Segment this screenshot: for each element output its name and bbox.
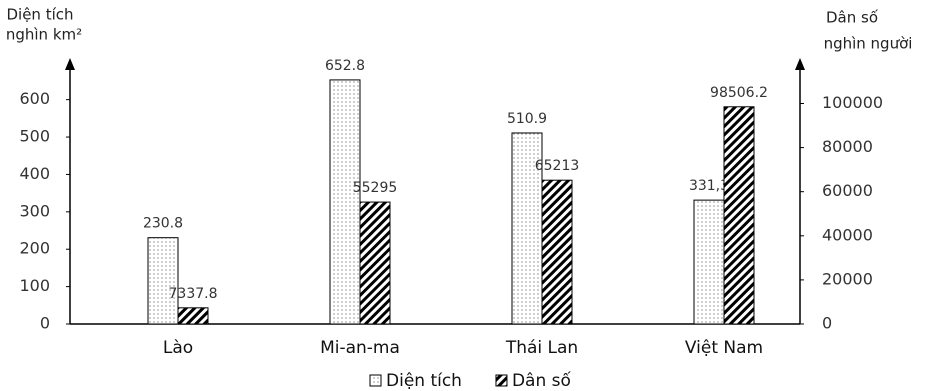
value-label: 331,3: [689, 178, 729, 194]
x-tick-label: Mi-an-ma: [320, 338, 400, 358]
value-label: 98506.2: [710, 85, 768, 101]
x-tick-label: Thái Lan: [505, 338, 578, 358]
y-tick-label: 400: [19, 164, 50, 183]
legend-swatch: [495, 374, 508, 387]
bar: [359, 201, 391, 325]
x-tick-label: Việt Nam: [685, 338, 763, 358]
value-label: 230.8: [143, 216, 183, 232]
value-label: 55295: [353, 180, 398, 196]
value-label: 652.8: [325, 58, 365, 74]
bar: [723, 106, 755, 325]
bar: [541, 179, 573, 325]
y-tick-label: 100: [19, 276, 50, 295]
y-tick-label: 500: [19, 127, 50, 146]
bar: [693, 199, 725, 325]
legend-label: Dân số: [512, 370, 572, 391]
y2-tick-label: 20000: [822, 269, 873, 288]
legend-label: Diện tích: [386, 371, 462, 391]
y-axis-title: Diện tích: [6, 6, 73, 24]
bar: [329, 79, 361, 325]
legend-swatch: [369, 374, 382, 387]
arrow: [795, 58, 805, 70]
bar: [511, 132, 543, 325]
y-tick-label: 600: [19, 89, 50, 108]
y-tick-label: 200: [19, 239, 50, 258]
y2-tick-label: 100000: [822, 93, 883, 112]
value-label: 510.9: [507, 111, 547, 127]
y2-tick-label: 0: [822, 314, 832, 333]
y-tick-label: 300: [19, 201, 50, 220]
y2-tick-label: 40000: [822, 225, 873, 244]
value-label: 7337.8: [169, 286, 218, 302]
y-axis-title: nghìn km²: [6, 26, 82, 44]
x-tick-label: Lào: [163, 338, 193, 358]
y-tick-label: 0: [40, 314, 50, 333]
bar: [147, 237, 179, 325]
value-label: 65213: [535, 158, 580, 174]
y2-tick-label: 80000: [822, 137, 873, 156]
y2-tick-label: 60000: [822, 181, 873, 200]
arrow: [65, 58, 75, 70]
y2-axis-title: Dân số: [826, 9, 879, 27]
y2-axis-title: nghìn người: [824, 35, 913, 53]
bar: [177, 307, 209, 325]
